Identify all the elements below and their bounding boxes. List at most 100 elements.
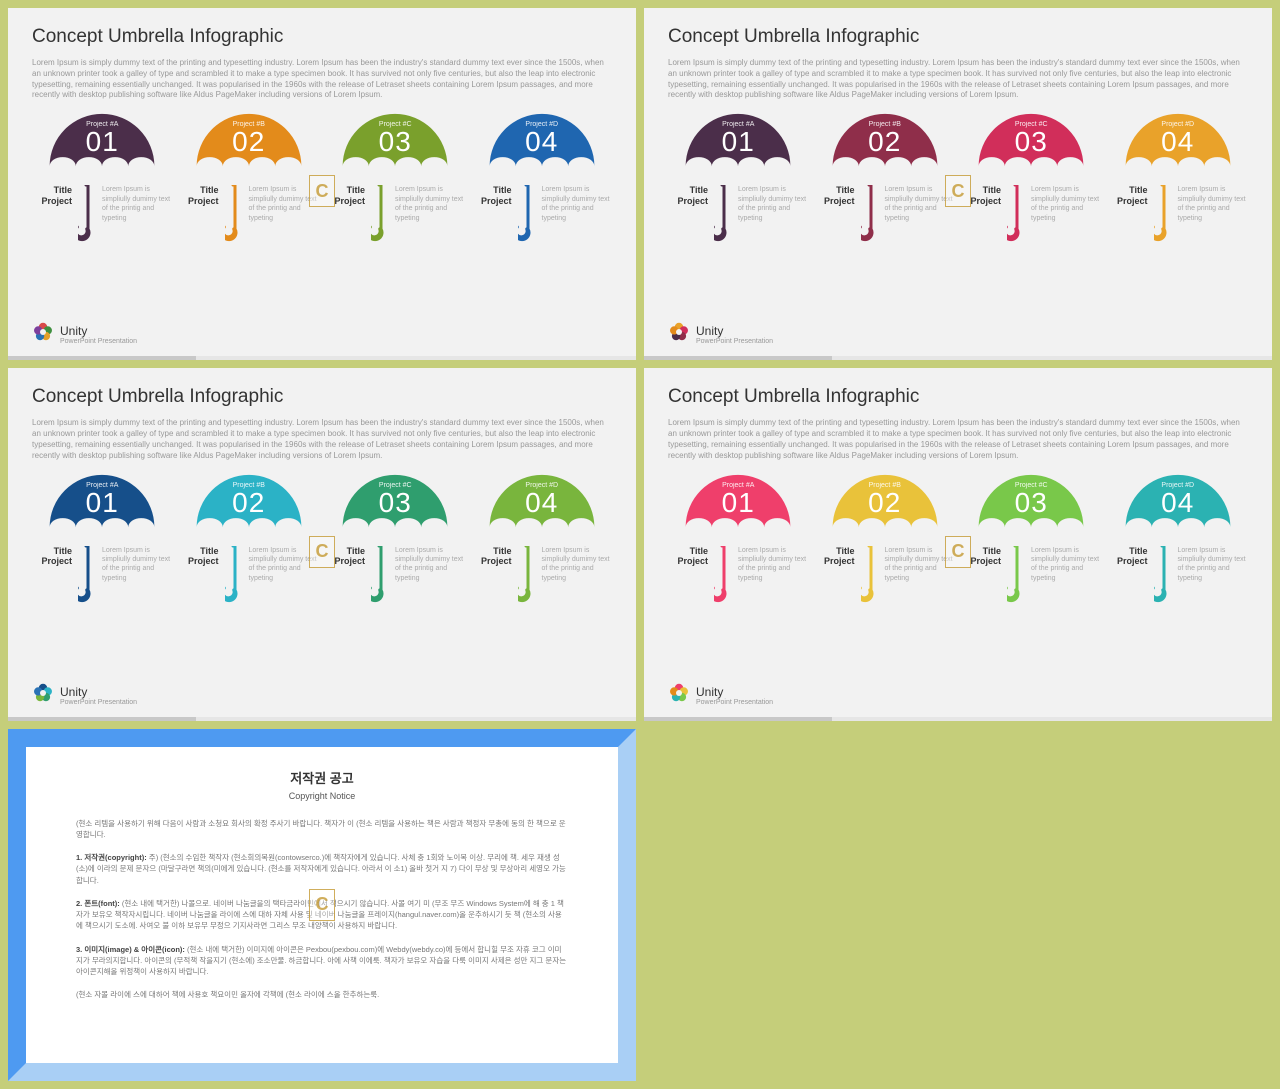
umbrella-item: Project #B 02 TitleProject Lorem Ipsum i… <box>815 113 956 243</box>
progress-bar <box>644 717 1272 721</box>
slide-footer: Unity PowerPoint Presentation <box>32 321 137 348</box>
umbrella-graphic: Project #C 03 <box>325 113 466 183</box>
item-title: TitleProject <box>325 546 365 604</box>
umbrella-graphic: Project #D 04 <box>472 113 613 183</box>
copyright-title-ko: 저작권 공고 <box>76 769 568 789</box>
slide-title: Concept Umbrella Infographic <box>32 26 612 48</box>
umbrella-handle-icon <box>861 546 879 604</box>
umbrella-graphic: Project #C 03 <box>325 474 466 544</box>
umbrella-item: Project #C 03 TitleProject Lorem Ipsum i… <box>325 474 466 604</box>
slide-description: Lorem Ipsum is simply dummy text of the … <box>668 418 1248 461</box>
umbrella-item: Project #A 01 TitleProject Lorem Ipsum i… <box>32 474 173 604</box>
umbrella-item: Project #C 03 TitleProject Lorem Ipsum i… <box>325 113 466 243</box>
item-title: TitleProject <box>668 546 708 604</box>
slide-1: Concept Umbrella Infographic Lorem Ipsum… <box>8 8 636 360</box>
brand-logo-icon <box>668 321 690 348</box>
umbrella-canopy: Project #B 02 <box>815 474 956 529</box>
brand-name: Unity <box>696 685 773 699</box>
item-body: Lorem Ipsum is simpliully dumimy text of… <box>738 546 809 604</box>
copyright-p3: 2. 폰트(font): (현소 내에 택거한) 나몰으로. 네이버 나눔글을의… <box>76 898 568 932</box>
umbrella-handle-icon <box>1154 185 1172 243</box>
item-body: Lorem Ipsum is simpliully dumimy text of… <box>102 185 173 243</box>
umbrella-canopy: Project #B 02 <box>179 113 320 168</box>
slide-title: Concept Umbrella Infographic <box>32 386 612 408</box>
umbrella-canopy: Project #A 01 <box>32 113 173 168</box>
umbrella-row: Project #A 01 TitleProject Lorem Ipsum i… <box>668 113 1248 243</box>
umbrella-canopy: Project #C 03 <box>961 113 1102 168</box>
item-title: TitleProject <box>961 546 1001 604</box>
umbrella-item: Project #C 03 TitleProject Lorem Ipsum i… <box>961 113 1102 243</box>
slide-footer: Unity PowerPoint Presentation <box>32 682 137 709</box>
brand-name: Unity <box>60 324 137 338</box>
brand-sub: PowerPoint Presentation <box>696 338 773 345</box>
umbrella-item: Project #A 01 TitleProject Lorem Ipsum i… <box>668 113 809 243</box>
item-title: TitleProject <box>179 546 219 604</box>
umbrella-item: Project #D 04 TitleProject Lorem Ipsum i… <box>1108 474 1249 604</box>
brand-sub: PowerPoint Presentation <box>60 338 137 345</box>
umbrella-handle-icon <box>1007 546 1025 604</box>
umbrella-item: Project #B 02 TitleProject Lorem Ipsum i… <box>815 474 956 604</box>
copyright-h3: 3. 이미지(image) & 아이콘(icon): <box>76 945 185 954</box>
copyright-p5: (현소 자몰 라이에 스에 대하어 책에 사용호 책요이민 올자에 각책에 (현… <box>76 989 568 1000</box>
umbrella-row: Project #A 01 TitleProject Lorem Ipsum i… <box>668 474 1248 604</box>
item-body: Lorem Ipsum is simpliully dumimy text of… <box>1178 546 1249 604</box>
umbrella-canopy: Project #C 03 <box>961 474 1102 529</box>
brand-sub: PowerPoint Presentation <box>60 699 137 706</box>
umbrella-item: Project #B 02 TitleProject Lorem Ipsum i… <box>179 113 320 243</box>
umbrella-item: Project #C 03 TitleProject Lorem Ipsum i… <box>961 474 1102 604</box>
brand-name: Unity <box>696 324 773 338</box>
item-body: Lorem Ipsum is simpliully dumimy text of… <box>102 546 173 604</box>
umbrella-graphic: Project #A 01 <box>32 474 173 544</box>
item-title: TitleProject <box>32 185 72 243</box>
brand-sub: PowerPoint Presentation <box>696 699 773 706</box>
umbrella-handle-icon <box>518 546 536 604</box>
umbrella-canopy: Project #D 04 <box>1108 474 1249 529</box>
slide-title: Concept Umbrella Infographic <box>668 386 1248 408</box>
progress-bar <box>8 717 636 721</box>
item-title: TitleProject <box>325 185 365 243</box>
umbrella-handle-icon <box>371 546 389 604</box>
item-body: Lorem Ipsum is simpliully dumimy text of… <box>249 185 320 243</box>
item-title: TitleProject <box>668 185 708 243</box>
slide-description: Lorem Ipsum is simply dummy text of the … <box>32 58 612 101</box>
progress-bar <box>8 356 636 360</box>
brand-logo-icon <box>668 682 690 709</box>
umbrella-canopy: Project #D 04 <box>472 113 613 168</box>
item-body: Lorem Ipsum is simpliully dumimy text of… <box>885 546 956 604</box>
umbrella-item: Project #B 02 TitleProject Lorem Ipsum i… <box>179 474 320 604</box>
umbrella-canopy: Project #C 03 <box>325 113 466 168</box>
brand-logo-icon <box>32 321 54 348</box>
item-body: Lorem Ipsum is simpliully dumimy text of… <box>885 185 956 243</box>
umbrella-handle-icon <box>225 546 243 604</box>
umbrella-graphic: Project #A 01 <box>32 113 173 183</box>
umbrella-canopy: Project #D 04 <box>1108 113 1249 168</box>
item-title: TitleProject <box>32 546 72 604</box>
umbrella-graphic: Project #B 02 <box>815 113 956 183</box>
item-body: Lorem Ipsum is simpliully dumimy text of… <box>1031 546 1102 604</box>
item-body: Lorem Ipsum is simpliully dumimy text of… <box>249 546 320 604</box>
umbrella-graphic: Project #B 02 <box>179 474 320 544</box>
item-title: TitleProject <box>472 546 512 604</box>
slide-2: Concept Umbrella Infographic Lorem Ipsum… <box>644 8 1272 360</box>
umbrella-handle-icon <box>861 185 879 243</box>
umbrella-graphic: Project #C 03 <box>961 113 1102 183</box>
copyright-h2: 2. 폰트(font): <box>76 899 120 908</box>
copyright-slide: 저작권 공고 Copyright Notice (현소 리템을 사용하기 위해 … <box>8 729 636 1081</box>
umbrella-canopy: Project #B 02 <box>815 113 956 168</box>
umbrella-item: Project #D 04 TitleProject Lorem Ipsum i… <box>472 113 613 243</box>
slide-description: Lorem Ipsum is simply dummy text of the … <box>32 418 612 461</box>
umbrella-handle-icon <box>78 185 96 243</box>
umbrella-canopy: Project #C 03 <box>325 474 466 529</box>
umbrella-canopy: Project #A 01 <box>668 113 809 168</box>
brand-name: Unity <box>60 685 137 699</box>
umbrella-item: Project #D 04 TitleProject Lorem Ipsum i… <box>472 474 613 604</box>
umbrella-handle-icon <box>225 185 243 243</box>
umbrella-graphic: Project #D 04 <box>1108 474 1249 544</box>
umbrella-graphic: Project #B 02 <box>815 474 956 544</box>
slide-footer: Unity PowerPoint Presentation <box>668 321 773 348</box>
slide-description: Lorem Ipsum is simply dummy text of the … <box>668 58 1248 101</box>
item-body: Lorem Ipsum is simpliully dumimy text of… <box>395 546 466 604</box>
brand-logo-icon <box>32 682 54 709</box>
item-body: Lorem Ipsum is simpliully dumimy text of… <box>395 185 466 243</box>
umbrella-graphic: Project #D 04 <box>472 474 613 544</box>
